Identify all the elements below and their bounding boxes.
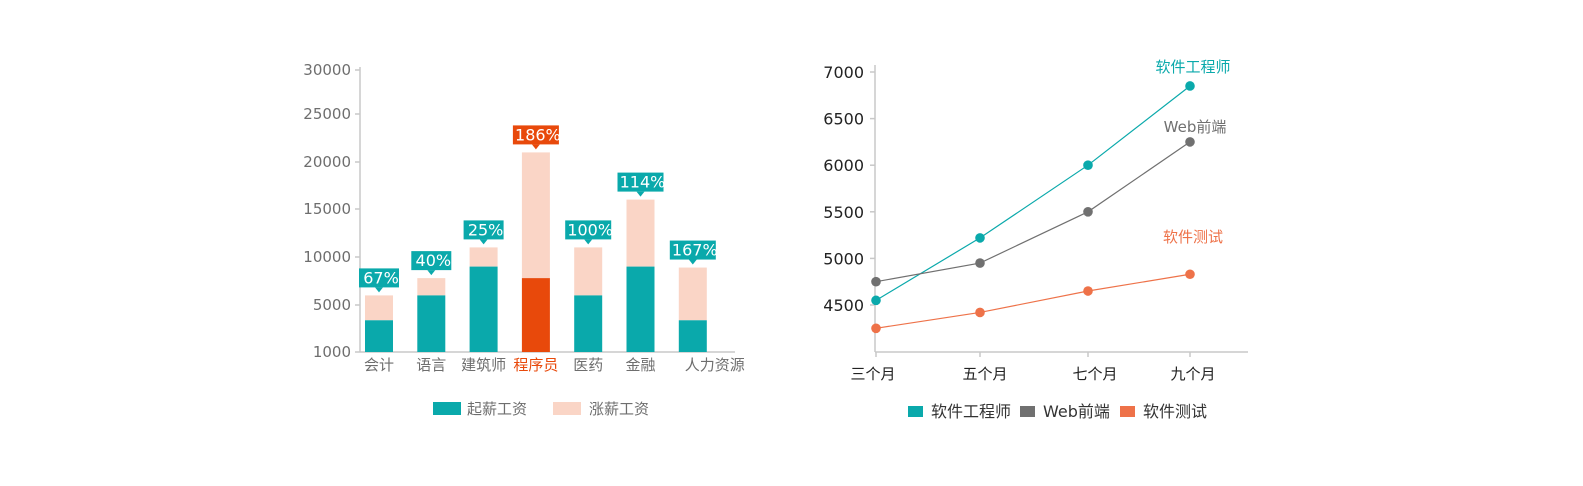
bar-y-tick-label: 5000 [313,296,351,314]
series-line-1 [875,141,1191,283]
callout-label-3: 186% [515,125,561,144]
bar-raise-4 [574,247,603,296]
series-point-0-2 [1083,160,1093,170]
bar-category-label: 医药 [573,356,603,374]
bar-start-5 [626,266,655,352]
series-line-0 [875,85,1191,301]
series-point-1-3 [1185,137,1195,147]
bar-start-1 [417,295,446,352]
bar-start-6 [678,320,707,352]
series-point-0-0 [871,295,881,306]
bar-category-label: 程序员 [513,356,558,374]
callout-box-3 [512,125,559,145]
bar-y-tick-label: 25000 [303,105,351,123]
callout-label-4: 100% [567,220,613,239]
series-end-label-2: 软件测试 [1163,228,1223,246]
callout-box-2 [463,220,504,240]
legend-swatch-raise [553,402,581,415]
line-y-tick-label: 5500 [823,203,864,222]
line-y-tick-label: 6500 [823,110,864,129]
callout-pointer-0 [375,287,383,293]
bar-raise-5 [626,199,655,267]
callout-label-1: 40% [416,251,452,270]
callout-label-6: 167% [672,241,718,260]
series-end-label-1: Web前端 [1164,118,1227,136]
line-legend-label-0: 软件工程师 [931,402,1011,421]
series-point-1-1 [975,258,985,268]
bar-raise-6 [678,267,707,321]
bar-start-4 [574,295,603,352]
bar-category-label: 会计 [364,356,394,374]
line-x-tick-label: 九个月 [1170,365,1215,383]
series-point-0-3 [1185,81,1195,91]
callout-box-0 [359,268,399,288]
series-point-1-0 [871,276,881,287]
legend-swatch-start [433,402,461,415]
line-legend-swatch-2 [1120,406,1135,417]
bar-y-tick-label: 20000 [303,153,351,171]
bar-y-tick-label: 1000 [313,343,351,361]
series-point-2-0 [871,323,881,334]
line-legend-label-1: Web前端 [1043,402,1110,421]
callout-box-6 [669,240,716,260]
series-point-2-1 [975,307,985,318]
line-y-tick-label: 7000 [823,63,864,82]
callout-box-4 [565,220,612,240]
bar-raise-1 [417,278,446,296]
callout-pointer-5 [636,191,645,197]
bar-raise-0 [365,295,393,321]
callout-label-5: 114% [620,173,666,192]
series-point-0-1 [975,233,985,243]
callout-label-0: 67% [363,268,399,287]
bar-start-2 [469,266,498,352]
series-point-2-2 [1083,286,1093,296]
line-legend-label-2: 软件测试 [1143,402,1207,421]
legend-label-raise: 涨薪工资 [589,400,649,418]
callout-pointer-1 [427,270,436,276]
callout-box-5 [617,172,664,192]
line-y-tick-label: 6000 [823,156,864,175]
callout-pointer-3 [531,144,540,150]
line-y-tick-label: 5000 [823,249,864,268]
series-point-2-3 [1185,269,1195,280]
bar-category-label: 语言 [416,356,446,374]
bar-start-3 [521,278,550,352]
bar-raise-2 [469,247,498,267]
line-y-tick-label: 4500 [823,296,864,315]
line-x-tick-label: 五个月 [962,365,1007,383]
bar-category-label: 金融 [625,356,655,374]
bar-y-tick-label: 30000 [303,61,351,79]
bar-y-tick-label: 15000 [303,200,351,218]
bar-category-label: 建筑师 [461,356,506,374]
line-x-tick-label: 三个月 [850,365,895,383]
callout-pointer-6 [688,259,697,265]
bar-start-0 [365,320,393,352]
bar-y-tick-label: 10000 [303,248,351,266]
series-end-label-0: 软件工程师 [1155,58,1230,76]
line-legend-swatch-0 [908,406,923,417]
line-x-tick-label: 七个月 [1072,365,1117,383]
bar-raise-3 [521,152,550,279]
callout-box-1 [411,251,452,271]
bar-category-label: 人力资源 [685,356,745,374]
series-point-1-2 [1083,207,1093,217]
callout-pointer-4 [584,239,593,245]
callout-label-2: 25% [468,220,504,239]
series-line-2 [875,273,1191,329]
line-legend-swatch-1 [1020,406,1035,417]
legend-label-start: 起薪工资 [467,400,527,418]
callout-pointer-2 [479,239,488,245]
